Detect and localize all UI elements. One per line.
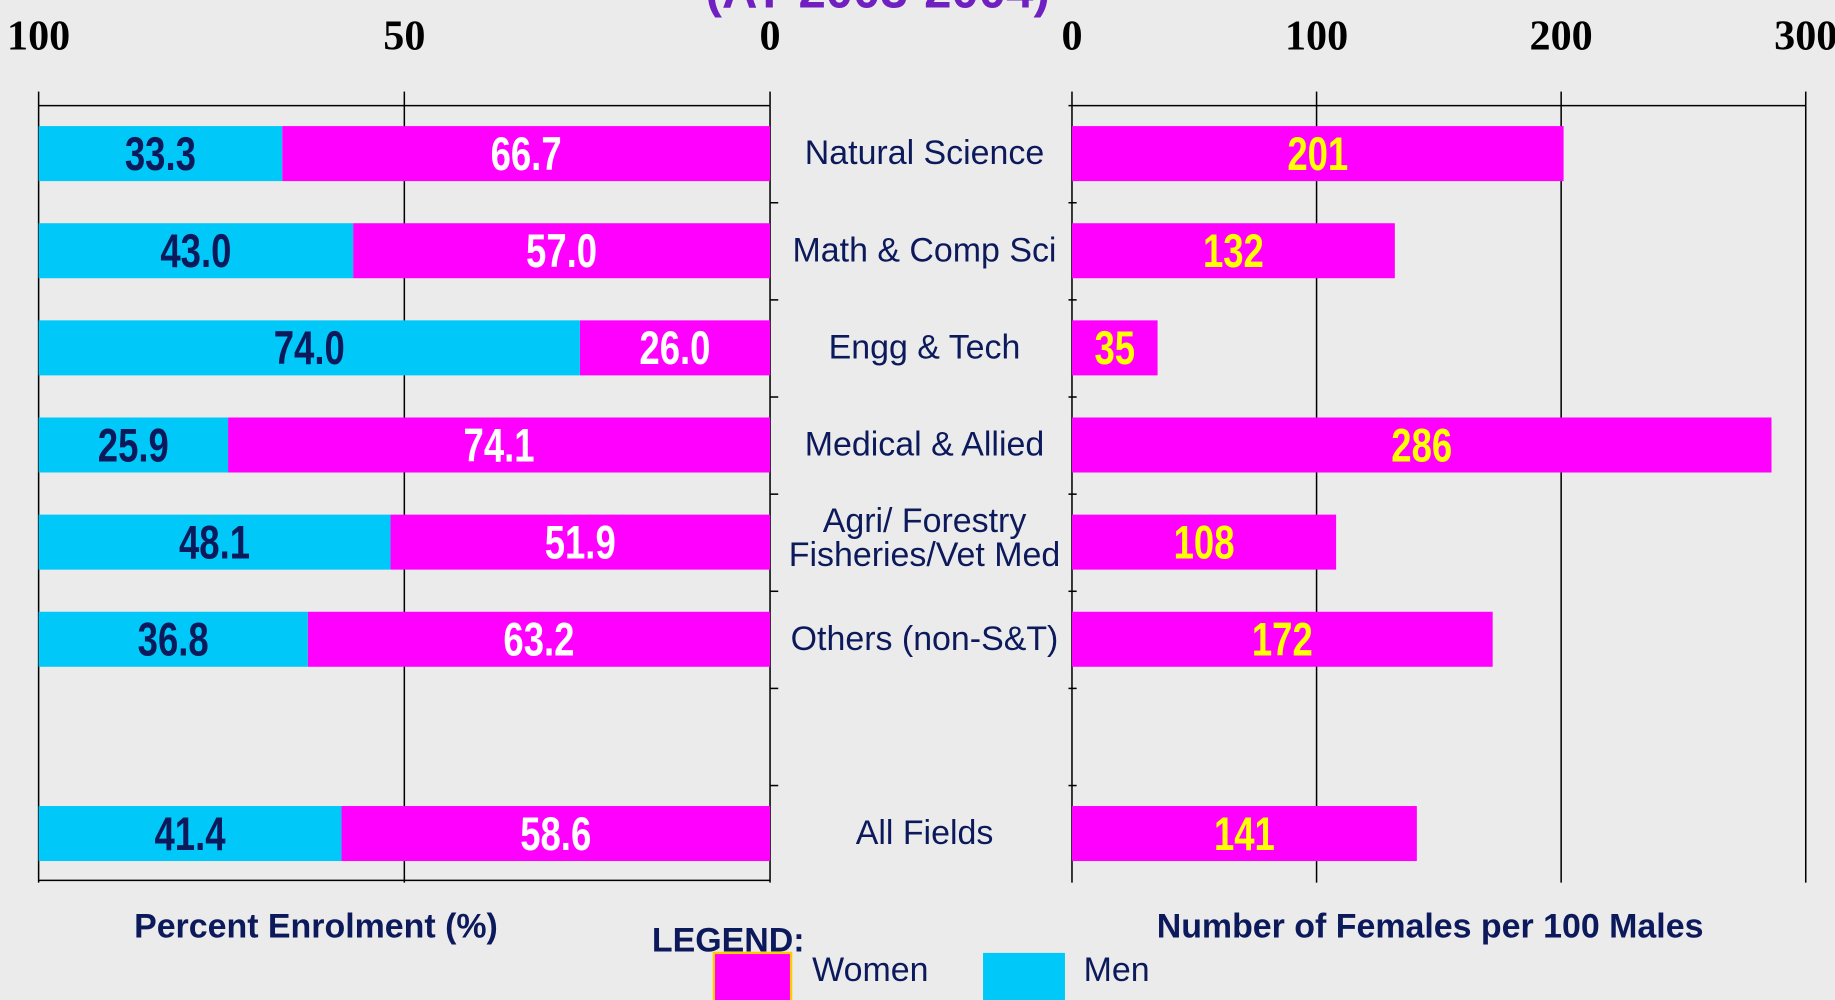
bar [1071, 126, 1564, 182]
bar [1071, 223, 1395, 279]
data-label: 41.4 [154, 808, 226, 860]
data-label: 26.0 [639, 322, 710, 374]
bar-segment [38, 611, 308, 667]
data-label: 35 [1094, 322, 1135, 374]
category-label: All Fields [856, 814, 994, 852]
x-tick-label: 100 [7, 12, 70, 59]
bar [1071, 514, 1337, 570]
x-tick-label: 300 [1774, 12, 1835, 59]
bar-segment [228, 417, 771, 473]
data-label: 172 [1252, 613, 1313, 665]
x-tick-label: 200 [1530, 12, 1593, 59]
bar [1071, 611, 1493, 667]
legend-label: Men [1084, 951, 1150, 989]
data-label: 48.1 [179, 516, 250, 568]
data-label: 201 [1287, 128, 1348, 180]
bar-segment [38, 126, 283, 182]
x-tick-label: 100 [1285, 12, 1348, 59]
data-label: 66.7 [491, 128, 562, 180]
bar-segment [390, 514, 771, 570]
data-label: 51.9 [545, 516, 616, 568]
data-label: 58.6 [520, 808, 591, 860]
data-label: 141 [1214, 808, 1275, 860]
legend-swatch [983, 952, 1065, 1000]
data-label: 33.3 [125, 128, 196, 180]
bar [1071, 320, 1158, 376]
x-axis-title: Percent Enrolment (%) [134, 907, 498, 945]
category-label: Agri/ Forestry Fisheries/Vet Med [789, 502, 1061, 574]
data-label: 57.0 [526, 225, 597, 277]
data-label: 63.2 [503, 613, 574, 665]
bar-segment [282, 126, 771, 182]
bar [1071, 806, 1417, 862]
data-label: 25.9 [98, 419, 169, 471]
data-label: 43.0 [160, 225, 231, 277]
bar-segment [38, 320, 580, 376]
bar-segment [38, 514, 391, 570]
legend-swatch [712, 951, 793, 1000]
data-label: 286 [1391, 419, 1452, 471]
data-label: 108 [1174, 516, 1235, 568]
bar [1071, 417, 1772, 473]
data-label: 132 [1203, 225, 1264, 277]
data-label: 36.8 [138, 613, 209, 665]
category-label: Medical & Allied [805, 426, 1044, 464]
bar-segment [38, 417, 229, 473]
bar-segment [579, 320, 771, 376]
category-label: Engg & Tech [829, 328, 1021, 366]
bar-segment [353, 223, 771, 279]
bar-segment [341, 806, 771, 862]
x-tick-label: 0 [760, 12, 781, 59]
bar-segment [38, 223, 354, 279]
x-axis-title: Number of Females per 100 Males [1157, 907, 1704, 945]
bar-segment [38, 806, 342, 862]
legend-label: Women [812, 951, 928, 989]
x-tick-label: 50 [383, 12, 425, 59]
data-label: 74.0 [274, 322, 345, 374]
bar-segment [307, 611, 771, 667]
x-tick-label: 0 [1061, 12, 1082, 59]
category-label: Others (non-S&T) [791, 620, 1059, 658]
category-label: Math & Comp Sci [793, 231, 1057, 269]
category-label: Natural Science [805, 134, 1044, 172]
data-label: 74.1 [464, 419, 535, 471]
